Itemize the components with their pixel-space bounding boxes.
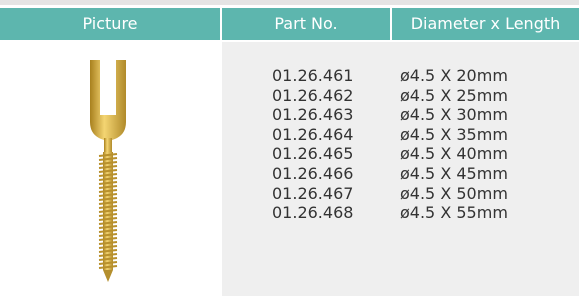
row: 01.26.465 ø4.5 X 40mm <box>222 144 579 164</box>
row: 01.26.464 ø4.5 X 35mm <box>222 125 579 145</box>
part-number: 01.26.464 <box>272 125 353 145</box>
row: 01.26.461 ø4.5 X 20mm <box>222 66 579 86</box>
thread <box>99 214 117 216</box>
page: {"header": {"columns": ["Picture", "Part… <box>0 0 579 296</box>
thread <box>99 170 117 172</box>
thread <box>99 182 117 184</box>
thread <box>99 266 117 268</box>
thread <box>99 230 117 232</box>
rows: 01.26.461 ø4.5 X 20mm 01.26.462 ø4.5 X 25mm… <box>222 66 579 223</box>
top-band <box>0 0 579 5</box>
part-number: 01.26.462 <box>272 86 353 106</box>
dimension: ø4.5 X 50mm <box>400 184 508 204</box>
header-cell: Picture <box>0 8 220 40</box>
thread <box>99 198 117 200</box>
thread <box>99 258 117 260</box>
row: 01.26.462 ø4.5 X 25mm <box>222 86 579 106</box>
thread <box>99 158 117 160</box>
thread <box>99 250 117 252</box>
thread <box>99 246 117 248</box>
thread <box>99 166 117 168</box>
dimension: ø4.5 X 20mm <box>400 66 508 86</box>
part-number: 01.26.461 <box>272 66 353 86</box>
thread <box>99 174 117 176</box>
thread <box>99 202 117 204</box>
thread <box>99 218 117 220</box>
part-number: 01.26.466 <box>272 164 353 184</box>
row: 01.26.466 ø4.5 X 45mm <box>222 164 579 184</box>
thread <box>99 242 117 244</box>
header-cell: Part No. <box>222 8 390 40</box>
thread <box>99 254 117 256</box>
thread <box>99 206 117 208</box>
dimension: ø4.5 X 30mm <box>400 105 508 125</box>
part-number: 01.26.468 <box>272 203 353 223</box>
thread <box>99 222 117 224</box>
thread <box>99 210 117 212</box>
header-cell: Diameter x Length <box>392 8 579 40</box>
dimension: ø4.5 X 35mm <box>400 125 508 145</box>
row: 01.26.467 ø4.5 X 50mm <box>222 184 579 204</box>
thread <box>99 178 117 180</box>
thread <box>99 162 117 164</box>
dimension: ø4.5 X 40mm <box>400 144 508 164</box>
thread <box>99 262 117 264</box>
row: 01.26.463 ø4.5 X 30mm <box>222 105 579 125</box>
part-number: 01.26.463 <box>272 105 353 125</box>
thread <box>99 186 117 188</box>
thread <box>99 226 117 228</box>
thread <box>99 234 117 236</box>
row: 01.26.468 ø4.5 X 55mm <box>222 203 579 223</box>
dimension: ø4.5 X 25mm <box>400 86 508 106</box>
part-number: 01.26.465 <box>272 144 353 164</box>
thread <box>99 238 117 240</box>
thread <box>99 190 117 192</box>
thread <box>99 154 117 156</box>
part-number: 01.26.467 <box>272 184 353 204</box>
thread <box>99 194 117 196</box>
screw-picture: /* threads drawn below */ <box>0 42 220 296</box>
dimension: ø4.5 X 45mm <box>400 164 508 184</box>
dimension: ø4.5 X 55mm <box>400 203 508 223</box>
